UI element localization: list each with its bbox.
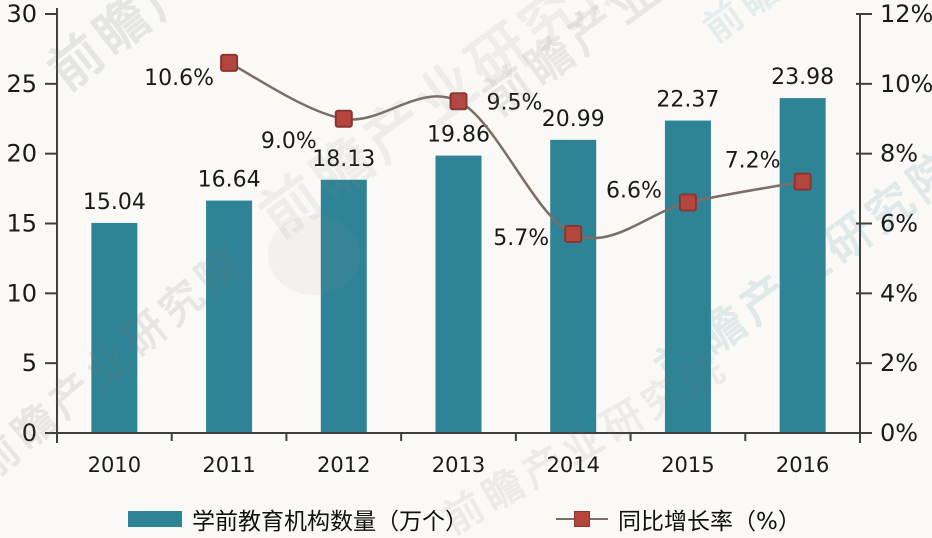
x-axis-category-label: 2012: [317, 453, 370, 477]
x-axis-category-label: 2015: [661, 453, 714, 477]
legend: 学前教育机构数量（万个） 同比增长率（%）: [0, 503, 932, 535]
bar-value-label: 18.13: [312, 147, 375, 172]
growth-rate-label: 6.6%: [606, 179, 662, 204]
right-axis-tick-label: 4%: [880, 279, 918, 307]
x-axis-category-label: 2010: [88, 453, 141, 477]
left-axis-tick-label: 20: [6, 140, 37, 168]
left-axis-tick-label: 0: [22, 419, 37, 447]
line-marker-2016: [793, 172, 812, 191]
growth-rate-label: 9.0%: [261, 129, 317, 154]
growth-rate-label: 10.6%: [144, 66, 214, 91]
left-axis-tick-label: 10: [6, 279, 37, 307]
bar-swatch-icon: [128, 511, 182, 527]
bar-2010: [91, 222, 138, 433]
growth-rate-label: 9.5%: [487, 90, 543, 115]
x-axis-category-label: 2014: [546, 453, 599, 477]
bar-value-label: 16.64: [198, 168, 261, 193]
left-axis-tick-label: 15: [6, 210, 37, 238]
x-axis-category-label: 2016: [776, 453, 829, 477]
bar-value-label: 20.99: [542, 107, 605, 132]
line-marker-2013: [449, 92, 468, 111]
bar-2014: [550, 139, 597, 433]
bar-2011: [206, 200, 253, 433]
bar-value-label: 23.98: [771, 65, 834, 90]
bar-2016: [779, 98, 826, 433]
growth-rate-label: 5.7%: [493, 226, 549, 251]
left-axis-tick-label: 5: [22, 349, 37, 377]
line-marker-2011: [220, 53, 239, 72]
legend-bars-label: 学前教育机构数量（万个）: [192, 509, 468, 535]
right-axis-tick-label: 12%: [880, 0, 932, 28]
legend-item-bars: 学前教育机构数量（万个）: [128, 503, 468, 535]
right-axis-tick-label: 0%: [880, 419, 918, 447]
bar-value-label: 15.04: [83, 190, 146, 215]
right-axis-tick-label: 6%: [880, 210, 918, 238]
bar-2013: [435, 155, 482, 433]
bar-value-label: 22.37: [656, 88, 719, 113]
line-marker-2014: [564, 224, 583, 243]
right-axis-tick-label: 8%: [880, 140, 918, 168]
legend-item-line: 同比增长率（%）: [556, 503, 801, 535]
line-marker-2012: [334, 109, 353, 128]
x-axis-category-label: 2013: [432, 453, 485, 477]
bar-value-label: 19.86: [427, 123, 490, 148]
left-axis-tick-label: 30: [6, 0, 37, 28]
bar-2015: [664, 120, 711, 433]
bar-2012: [320, 179, 367, 433]
right-axis-tick-label: 2%: [880, 349, 918, 377]
left-axis-tick-label: 25: [6, 70, 37, 98]
legend-line-label: 同比增长率（%）: [618, 509, 801, 535]
right-axis-tick-label: 10%: [880, 70, 932, 98]
x-axis-category-label: 2011: [202, 453, 255, 477]
line-square-marker-icon: [556, 511, 608, 527]
growth-rate-label: 7.2%: [725, 149, 781, 174]
line-marker-2015: [678, 193, 697, 212]
